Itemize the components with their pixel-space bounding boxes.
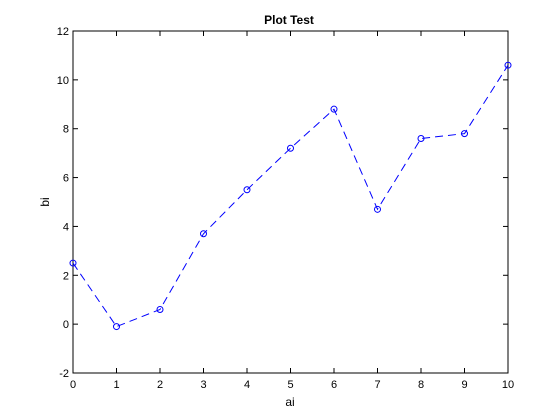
x-tick-label: 5: [287, 379, 293, 391]
y-tick-label: 0: [63, 319, 69, 331]
data-point: [113, 323, 120, 331]
x-tick-label: 8: [418, 379, 424, 391]
y-tick-label: 6: [63, 173, 69, 185]
data-point: [461, 130, 468, 138]
data-point: [243, 186, 251, 194]
series-group: [69, 61, 512, 331]
y-tick-label: 12: [57, 26, 69, 38]
x-tick-label: 4: [244, 379, 250, 391]
x-tick-label: 0: [70, 379, 76, 391]
x-tick-label: 1: [113, 379, 119, 391]
data-point: [287, 144, 294, 152]
x-tick-label: 2: [157, 379, 163, 391]
series-line: [72, 64, 509, 328]
y-tick-label: 2: [63, 270, 69, 282]
x-tick-label: 3: [200, 379, 206, 391]
chart-title: Plot Test: [264, 13, 314, 27]
x-axis-label: ai: [285, 395, 294, 409]
data-point: [504, 61, 512, 69]
data-point: [200, 230, 207, 238]
data-point: [417, 134, 425, 142]
data-point: [69, 259, 77, 267]
data-point: [156, 305, 164, 313]
data-point: [374, 205, 381, 213]
x-tick-label: 7: [374, 379, 380, 391]
x-tick-label: 9: [461, 379, 467, 391]
data-point: [330, 105, 338, 113]
plot-area: [72, 30, 509, 374]
y-tick-label: 8: [63, 124, 69, 136]
y-tick-label: 4: [63, 221, 69, 233]
x-tick-label: 6: [331, 379, 337, 391]
y-tick-label: -2: [59, 368, 69, 380]
x-tick-label: 10: [502, 379, 514, 391]
y-tick-label: 10: [57, 75, 69, 87]
y-axis-label: bi: [38, 197, 52, 206]
